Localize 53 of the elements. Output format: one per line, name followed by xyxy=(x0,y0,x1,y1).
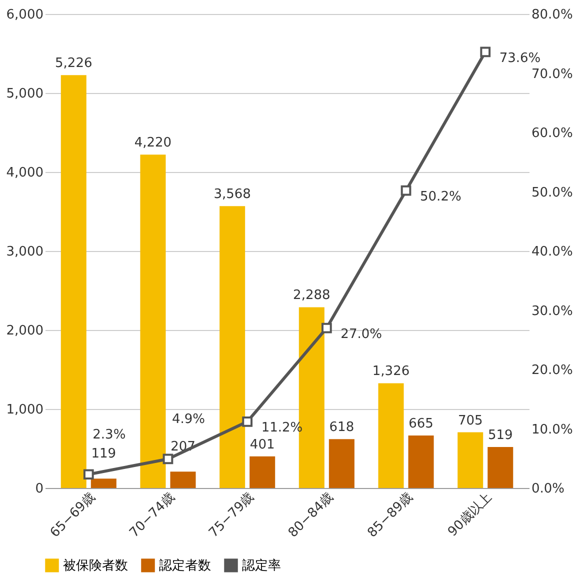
bar xyxy=(60,75,86,488)
data-label: 618 xyxy=(329,420,354,436)
data-label: 2,288 xyxy=(293,288,330,304)
bar xyxy=(378,383,404,488)
data-label: 50.2% xyxy=(420,190,462,205)
data-label: 1,326 xyxy=(372,364,410,380)
data-label: 401 xyxy=(250,437,275,452)
bar xyxy=(90,478,116,488)
bar xyxy=(328,439,354,488)
data-label: 119 xyxy=(91,446,116,462)
point xyxy=(321,322,332,334)
data-label: 73.6% xyxy=(499,50,541,66)
legend-label: 被保険者数 xyxy=(63,558,128,574)
y2-tick-label: 30.0% xyxy=(532,304,573,319)
y-tick-label: 6,000 xyxy=(6,8,44,22)
bar xyxy=(408,435,434,488)
y2-tick-label: 10.0% xyxy=(532,422,573,438)
y-tick-label: 2,000 xyxy=(6,324,44,338)
y2-tick-label: 50.0% xyxy=(532,185,573,200)
y2-tick-label: 40.0% xyxy=(532,244,573,260)
data-label: 665 xyxy=(408,416,434,432)
point xyxy=(242,416,253,427)
y-tick-label: 5,000 xyxy=(6,86,44,102)
y-tick-label: 0 xyxy=(35,482,44,496)
y-tick-label: 3,000 xyxy=(6,244,44,260)
x-tick-label: 90歳以上 xyxy=(445,490,496,540)
point xyxy=(162,454,174,464)
y2-tick-label: 70.0% xyxy=(532,66,573,82)
data-label: 4.9% xyxy=(172,412,206,427)
data-label: 3,568 xyxy=(214,187,251,202)
y2-tick-label: 20.0% xyxy=(532,363,573,378)
y2-tick-label: 0.0% xyxy=(532,482,565,496)
point xyxy=(400,185,412,196)
y-tick-label: 4,000 xyxy=(6,166,44,180)
bar xyxy=(458,432,484,488)
data-label: 4,220 xyxy=(134,136,172,151)
point xyxy=(83,469,94,480)
data-label: 519 xyxy=(488,428,513,443)
y2-tick-label: 80.0% xyxy=(532,8,573,22)
bar xyxy=(140,154,166,488)
data-label: 2.3% xyxy=(92,427,126,442)
legend-label: 認定者数 xyxy=(159,558,211,574)
bar xyxy=(488,447,514,488)
legend-label: 認定率 xyxy=(242,557,281,574)
data-label: 27.0% xyxy=(340,327,382,342)
bar xyxy=(220,206,246,488)
bar xyxy=(250,456,276,488)
data-label: 5,226 xyxy=(55,56,92,72)
data-label: 705 xyxy=(458,413,483,428)
y-tick-label: 1,000 xyxy=(6,402,44,418)
point xyxy=(480,46,491,58)
bar xyxy=(170,472,196,488)
y2-tick-label: 60.0% xyxy=(532,126,573,141)
